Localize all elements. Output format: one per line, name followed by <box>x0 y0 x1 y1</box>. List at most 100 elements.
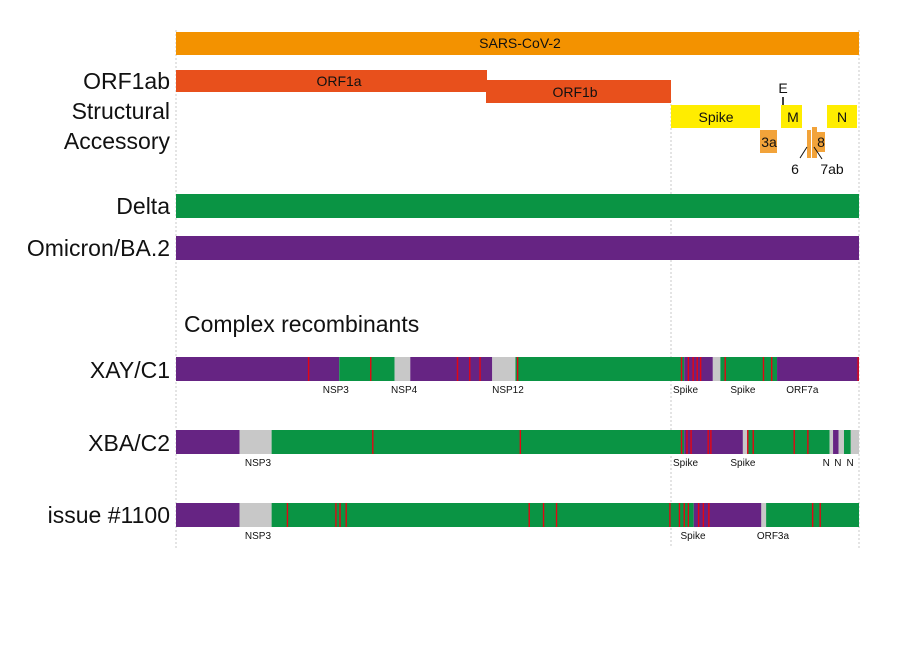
mutation-mark <box>747 430 749 454</box>
mutation-mark <box>678 503 681 527</box>
mutation-mark <box>770 357 773 381</box>
mutation-mark <box>752 430 754 454</box>
mutation-mark <box>696 357 698 381</box>
mutation-mark <box>669 503 671 527</box>
m-gene-bar <box>781 105 802 128</box>
mutation-mark <box>683 503 685 527</box>
orf1a-bar <box>176 70 487 92</box>
segment-omicron <box>693 503 762 527</box>
recombinant-track-issue1100: issue #1100 NSP3 Spike ORF3a <box>48 502 859 542</box>
segment-delta <box>271 430 685 454</box>
segment-omicron <box>833 430 839 454</box>
segment-delta <box>720 357 778 381</box>
segment-unresolved <box>712 357 721 381</box>
segment-unresolved <box>742 430 749 454</box>
n-gene-bar <box>827 105 857 128</box>
segment-omicron <box>684 430 743 454</box>
mutation-mark <box>286 503 289 527</box>
segment-unresolved <box>492 357 516 381</box>
region-label: ORF3a <box>757 531 790 542</box>
segment-unresolved <box>761 503 767 527</box>
segment-omicron <box>176 357 340 381</box>
track-label-delta: Delta <box>116 193 170 219</box>
segment-omicron <box>777 357 859 381</box>
mutation-mark <box>699 357 702 381</box>
orf1b-bar <box>486 80 671 103</box>
orf7ab-leader <box>813 146 823 160</box>
mutation-mark <box>528 503 530 527</box>
region-label: N <box>823 458 830 469</box>
mutation-mark <box>542 503 545 527</box>
region-label: N <box>834 458 841 469</box>
genome-label: SARS-CoV-2 <box>479 35 561 51</box>
orf6-label: 6 <box>791 161 799 177</box>
e-gene-label: E <box>778 80 787 96</box>
segment-delta <box>843 430 851 454</box>
track-label-orf1ab: ORF1ab <box>83 68 170 94</box>
mutation-mark <box>692 357 694 381</box>
mutation-mark <box>555 503 558 527</box>
mutation-mark <box>469 357 471 381</box>
mutation-mark <box>339 503 341 527</box>
segment-unresolved <box>239 430 272 454</box>
mutation-mark <box>762 357 765 381</box>
mutation-mark <box>372 430 374 454</box>
segments <box>176 357 859 381</box>
region-label: NSP12 <box>492 385 524 396</box>
mutation-mark <box>335 503 337 527</box>
segment-delta <box>515 357 685 381</box>
segment-omicron <box>176 430 240 454</box>
mutation-mark <box>811 503 814 527</box>
mutation-mark <box>516 357 519 381</box>
segment-unresolved <box>850 430 859 454</box>
segment-unresolved <box>829 430 834 454</box>
segment-unresolved <box>239 503 272 527</box>
n-gene-label: N <box>837 109 847 125</box>
segments <box>176 430 859 454</box>
mutation-mark <box>857 357 859 381</box>
mutation-mark <box>807 430 809 454</box>
mutation-mark <box>819 503 821 527</box>
mutation-mark <box>707 430 709 454</box>
spike-bar <box>671 105 760 128</box>
region-labels: NSP3 Spike ORF3a <box>245 531 790 542</box>
recombinant-label: XAY/C1 <box>90 357 170 383</box>
mutation-mark <box>680 430 683 454</box>
mutation-mark <box>519 430 522 454</box>
segment-omicron <box>176 503 240 527</box>
recombinant-track-xay: XAY/C1 NSP3 NSP4 NSP12 Spike Spike ORF7a <box>90 357 859 396</box>
segment-delta <box>748 430 830 454</box>
orf1a-label: ORF1a <box>316 73 361 89</box>
orf6-bar <box>807 130 811 158</box>
genome-bar <box>176 32 859 55</box>
region-label: Spike <box>681 531 706 542</box>
mutation-mark <box>690 430 692 454</box>
region-label: NSP3 <box>323 385 350 396</box>
segment-delta <box>271 503 694 527</box>
mutations <box>372 430 809 454</box>
orf7ab-label: 7ab <box>820 161 844 177</box>
omicron-bar <box>176 236 859 260</box>
region-label: ORF7a <box>786 385 819 396</box>
recombinant-label: XBA/C2 <box>88 430 170 456</box>
mutations <box>286 503 821 527</box>
spike-label: Spike <box>698 109 733 125</box>
region-labels: NSP3 Spike Spike N N N <box>245 458 854 469</box>
region-label: Spike <box>730 458 755 469</box>
mutation-mark <box>687 503 690 527</box>
segments <box>176 503 859 527</box>
mutation-mark <box>793 430 795 454</box>
region-label: Spike <box>673 458 698 469</box>
segment-omicron <box>410 357 493 381</box>
mutation-mark <box>479 357 481 381</box>
orf1b-label: ORF1b <box>552 84 597 100</box>
mutation-mark <box>456 357 459 381</box>
region-label: NSP3 <box>245 458 272 469</box>
orf6-leader <box>799 146 808 159</box>
track-label-structural: Structural <box>72 98 170 124</box>
recombinant-label: issue #1100 <box>48 502 170 528</box>
region-label: Spike <box>730 385 755 396</box>
region-labels: NSP3 NSP4 NSP12 Spike Spike ORF7a <box>323 385 819 396</box>
delta-bar <box>176 194 859 218</box>
section-title: Complex recombinants <box>184 311 419 337</box>
